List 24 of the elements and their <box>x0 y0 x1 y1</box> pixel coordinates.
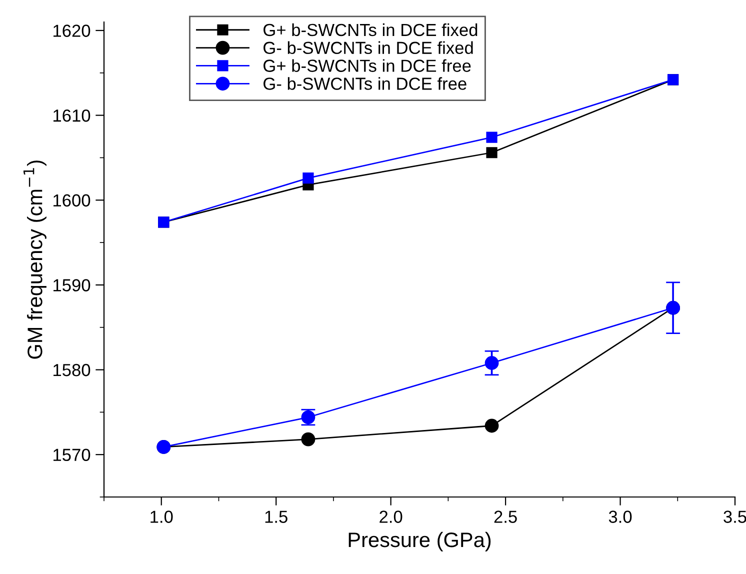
legend-label: G+ b-SWCNTs in DCE fixed <box>264 23 478 36</box>
point <box>484 356 499 370</box>
x-tick-label: 3.5 <box>724 510 746 523</box>
x-tick-label: 1.5 <box>265 510 288 523</box>
y-tick-label: 1590 <box>54 279 90 292</box>
point <box>486 132 498 143</box>
y-tick-label: 1620 <box>54 24 90 37</box>
x-tick-label: 1.0 <box>150 510 173 523</box>
x-tick-label: 3.0 <box>608 510 632 523</box>
legend-label: G- b-SWCNTs in DCE free <box>264 77 466 90</box>
point <box>486 147 498 158</box>
y-tick-label: 1600 <box>54 194 90 207</box>
point <box>302 172 314 184</box>
legend-label: G+ b-SWCNTs in DCE free <box>264 59 471 72</box>
y-tick-label: 1570 <box>54 448 90 462</box>
point <box>484 418 499 433</box>
legend-label: G- b-SWCNTs in DCE fixed <box>264 41 473 54</box>
y-tick-label: 1580 <box>54 364 90 376</box>
x-axis-title: Pressure (GPa) <box>348 532 491 552</box>
x-tick-label: 2.5 <box>494 510 517 523</box>
point <box>301 432 316 446</box>
y-tick-label: 1610 <box>54 109 90 122</box>
x-tick-label: 2.0 <box>380 510 402 523</box>
y-axis-title: GM frequency (cm$^{−1}$) <box>24 160 46 359</box>
